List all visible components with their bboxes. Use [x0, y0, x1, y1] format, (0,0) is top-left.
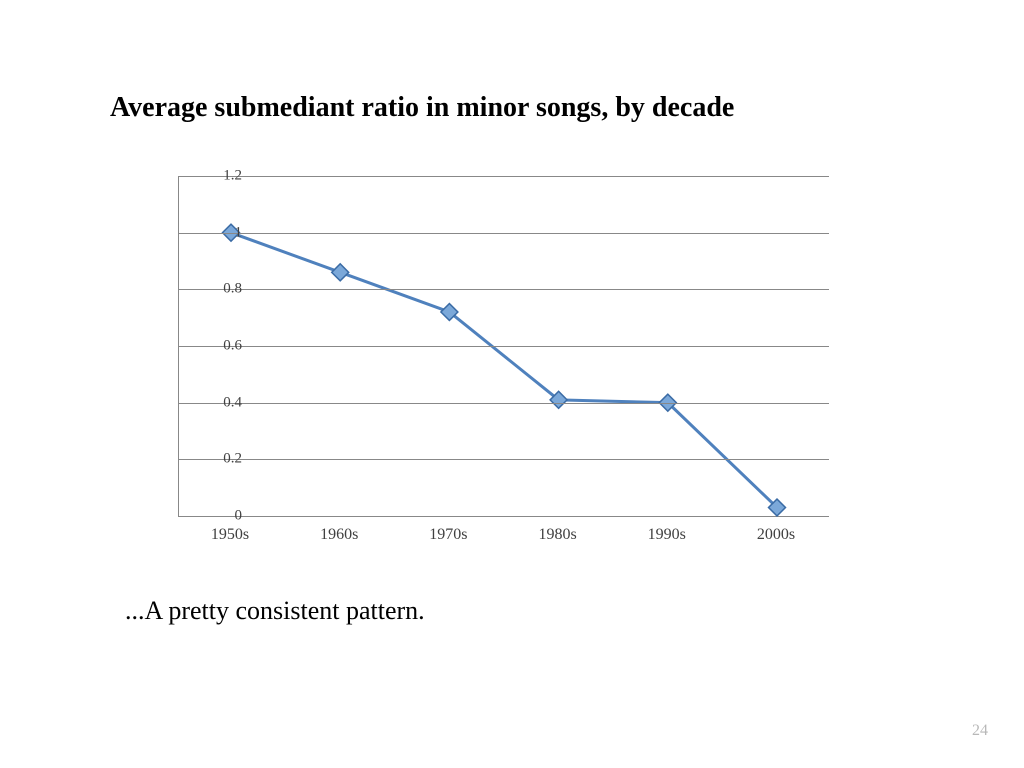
- page-number: 24: [972, 722, 988, 740]
- gridline: [179, 176, 829, 177]
- gridline: [179, 289, 829, 290]
- y-tick-label: 0: [202, 508, 242, 525]
- y-tick-label: 0.6: [202, 338, 242, 355]
- series-line: [231, 233, 777, 508]
- y-tick-label: 0.8: [202, 281, 242, 298]
- y-tick-label: 0.4: [202, 394, 242, 411]
- chart-container: 0 0.2 0.4 0.6 0.8 1 1.2 1950s 1960s 1970s 1980s 199…: [130, 168, 850, 568]
- x-tick-label: 1960s: [320, 526, 358, 544]
- slide: Average submediant ratio in minor songs,…: [0, 0, 1024, 768]
- y-tick-label: 1: [202, 224, 242, 241]
- data-marker: [332, 264, 349, 281]
- gridline: [179, 346, 829, 347]
- x-tick-label: 2000s: [757, 526, 795, 544]
- x-tick-label: 1990s: [648, 526, 686, 544]
- x-tick-label: 1980s: [538, 526, 576, 544]
- plot-area: [178, 176, 829, 517]
- x-tick-label: 1970s: [429, 526, 467, 544]
- x-tick-label: 1950s: [211, 526, 249, 544]
- gridline: [179, 459, 829, 460]
- y-tick-label: 0.2: [202, 451, 242, 468]
- y-tick-label: 1.2: [202, 168, 242, 185]
- caption-text: ...A pretty consistent pattern.: [125, 596, 425, 626]
- gridline: [179, 233, 829, 234]
- chart-title: Average submediant ratio in minor songs,…: [110, 92, 734, 124]
- gridline: [179, 403, 829, 404]
